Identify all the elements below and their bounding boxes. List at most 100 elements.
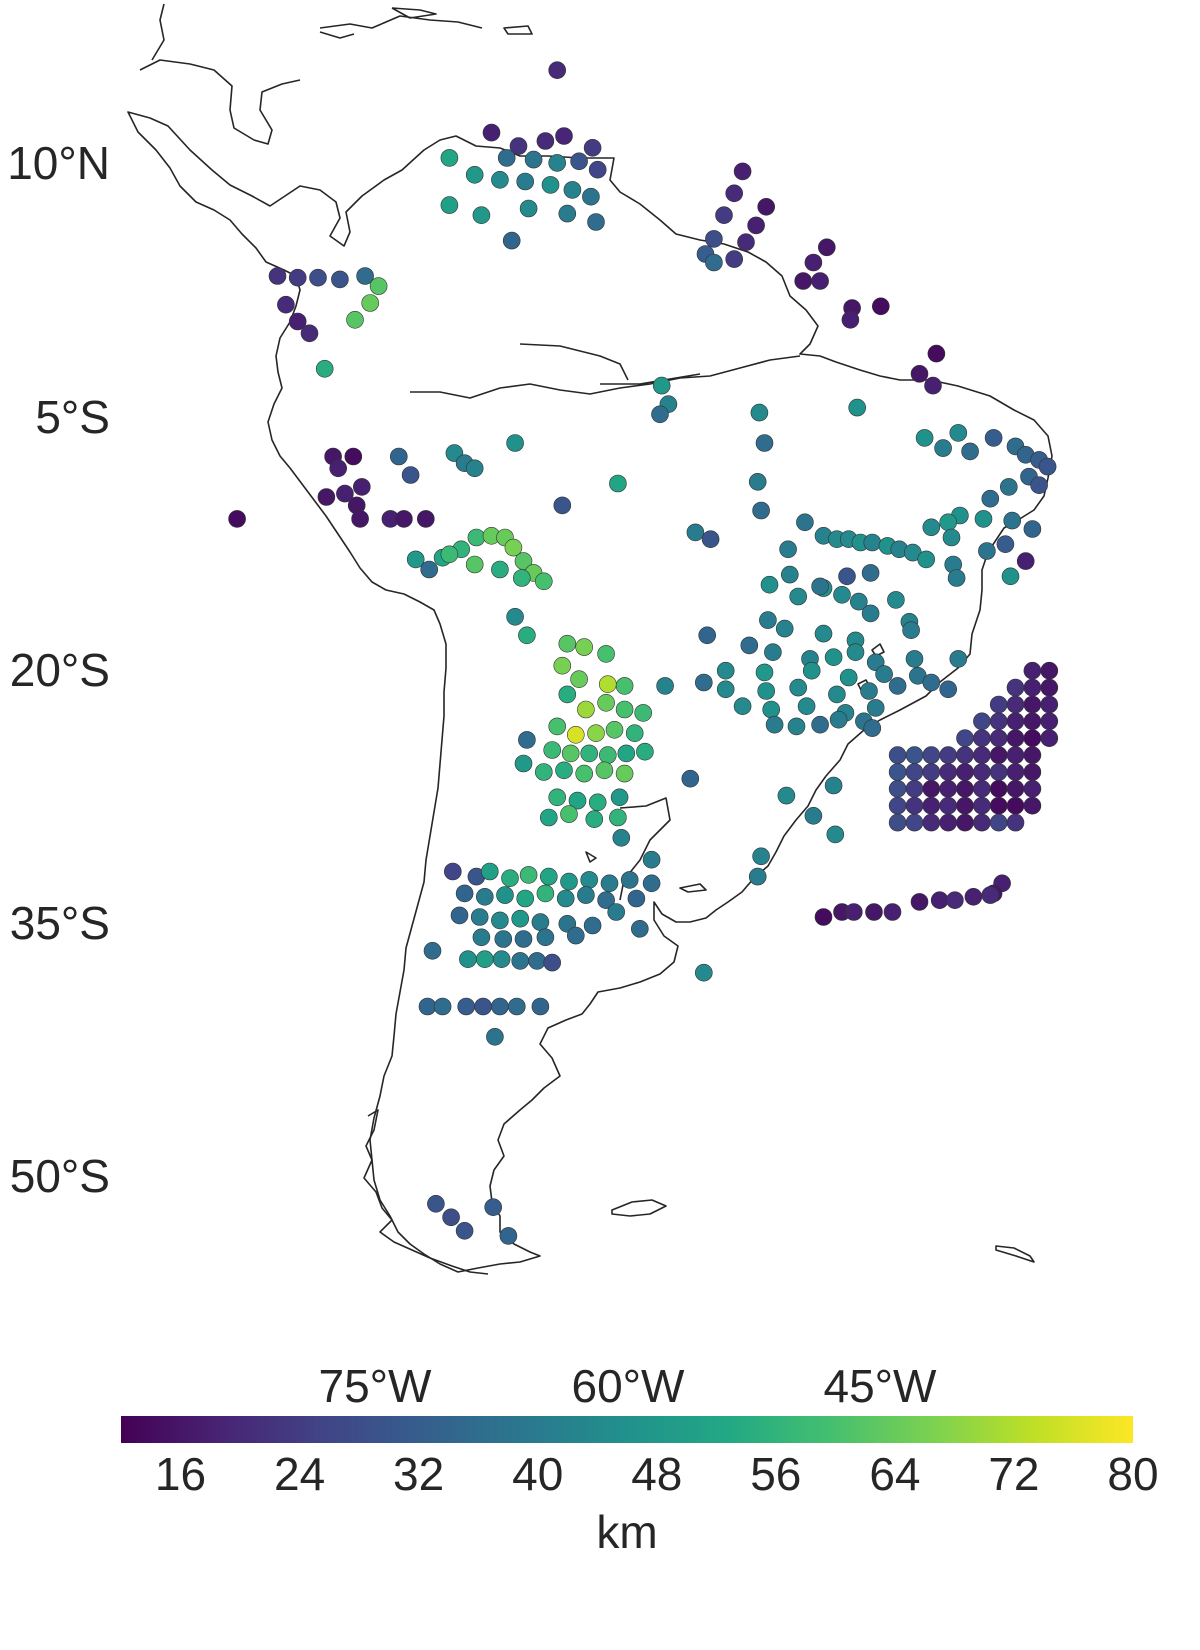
station-point [395, 510, 413, 528]
station-point [915, 429, 934, 447]
longitude-axis: 75°W 60°W 45°W [319, 1360, 938, 1412]
station-point [964, 887, 983, 906]
station-point [705, 230, 723, 248]
station-point [440, 196, 459, 214]
lon-tick-75w: 75°W [319, 1360, 433, 1412]
station-point [1023, 729, 1042, 748]
station-point [789, 678, 808, 697]
station-point [563, 181, 582, 199]
station-point [524, 150, 543, 169]
station-point [575, 638, 594, 656]
colorbar-tick-label: 48 [631, 1448, 682, 1500]
station-point [910, 893, 929, 911]
station-point [568, 791, 587, 810]
station-point [1030, 476, 1048, 495]
station-point [946, 891, 964, 910]
station-point [539, 867, 558, 886]
station-point [553, 496, 572, 515]
station-point [277, 295, 295, 314]
station-point [838, 567, 856, 586]
station-point [989, 779, 1008, 798]
station-point [861, 564, 880, 582]
station-point [725, 184, 744, 203]
station-point [828, 685, 846, 704]
station-point [389, 447, 408, 466]
station-point [620, 871, 639, 889]
station-points [228, 61, 1059, 1245]
station-point [609, 474, 627, 493]
station-point [356, 267, 374, 285]
station-point [457, 997, 476, 1016]
station-point [989, 763, 1008, 781]
central-america-coastline [139, 3, 301, 145]
station-point [861, 604, 880, 623]
station-point [418, 997, 437, 1016]
station-point [883, 903, 902, 921]
station-point [748, 867, 767, 886]
station-point [1040, 695, 1059, 714]
station-point [787, 717, 806, 736]
station-point [939, 763, 958, 781]
station-point [553, 656, 572, 675]
station-point [506, 434, 524, 452]
station-point [511, 952, 530, 970]
colorbar-tick-label: 56 [750, 1448, 801, 1500]
station-point [548, 717, 567, 736]
station-point [465, 555, 484, 574]
station-point [442, 1208, 460, 1227]
colorbar-tick-label: 80 [1107, 1448, 1158, 1500]
chilean-fjords-coastline [363, 1109, 489, 1275]
station-point [905, 813, 924, 832]
station-point [989, 813, 1008, 832]
lat-tick-5s: 5°S [35, 391, 110, 443]
station-point [531, 997, 550, 1016]
station-point [846, 643, 865, 662]
station-point [288, 268, 307, 287]
station-point [888, 746, 907, 764]
station-point [956, 729, 974, 748]
south-georgia-coastline [995, 1245, 1035, 1263]
station-point [973, 779, 991, 798]
station-point [715, 206, 733, 224]
colorbar-tick-label: 16 [155, 1448, 206, 1500]
station-point [789, 587, 808, 606]
station-point [588, 793, 607, 812]
station-point [612, 828, 631, 847]
station-point [401, 466, 420, 484]
station-point [1016, 552, 1035, 570]
station-point [1023, 695, 1042, 714]
station-point [694, 963, 713, 982]
station-point [849, 592, 868, 611]
station-point [642, 874, 661, 893]
station-point [811, 272, 829, 290]
station-point [833, 585, 851, 604]
station-point [480, 862, 499, 881]
station-point [1003, 511, 1022, 530]
station-point [516, 889, 535, 908]
station-point [780, 565, 799, 584]
lat-tick-50s: 50°S [10, 1150, 110, 1202]
station-point [627, 889, 646, 908]
station-point [939, 680, 958, 699]
station-point [905, 763, 924, 781]
station-point [888, 813, 907, 832]
station-point [1038, 457, 1057, 476]
station-point [486, 1028, 504, 1046]
station-point [961, 442, 979, 461]
station-point [905, 650, 924, 668]
station-point [588, 160, 607, 179]
station-point [536, 884, 555, 903]
station-point [605, 720, 624, 739]
station-point [733, 697, 752, 716]
station-point [814, 624, 833, 643]
station-point [750, 403, 769, 422]
station-point [534, 572, 553, 591]
station-point [922, 796, 941, 815]
station-point [543, 953, 562, 972]
station-point [974, 510, 993, 528]
station-point [556, 889, 575, 908]
station-point [910, 364, 929, 383]
station-point [811, 715, 829, 734]
station-point [1023, 712, 1042, 731]
station-point [502, 231, 521, 250]
